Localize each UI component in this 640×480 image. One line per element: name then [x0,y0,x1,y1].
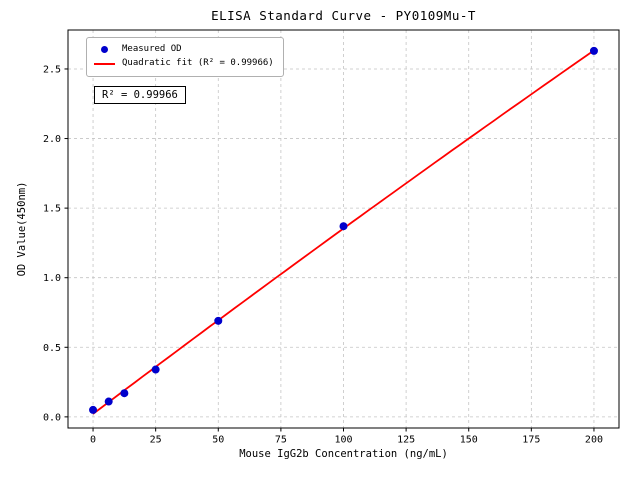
x-tick-label: 0 [90,435,96,446]
x-tick-label: 50 [212,435,224,446]
data-point [151,365,160,374]
y-tick-label: 0.5 [43,343,61,354]
y-tick-label: 0.0 [43,412,61,423]
data-point [89,405,98,414]
x-tick-label: 100 [334,435,352,446]
y-tick-label: 1.0 [43,273,61,284]
y-axis-label: OD Value(450nm) [16,181,28,277]
x-tick-label: 25 [150,435,162,446]
x-tick-label: 200 [585,435,603,446]
scatter-marker-icon [101,46,108,54]
x-axis-label: Mouse IgG2b Concentration (ng/mL) [239,448,448,460]
r-squared-annotation: R² = 0.99966 [94,86,186,104]
fit-line-marker-icon [94,62,115,65]
legend-label-quadratic-fit: Quadratic fit (R² = 0.99966) [122,57,274,68]
x-tick-label: 150 [460,435,478,446]
plot-border [67,29,620,429]
data-point [214,316,223,325]
legend-item-measured-od: Measured OD [94,43,274,57]
x-tick-label: 125 [397,435,415,446]
legend-item-quadratic-fit: Quadratic fit (R² = 0.99966) [94,57,274,71]
chart-title: ELISA Standard Curve - PY0109Mu-T [211,8,476,23]
legend: Measured OD Quadratic fit (R² = 0.99966) [86,37,284,77]
x-tick-label: 75 [275,435,287,446]
data-point [104,397,113,406]
y-tick-label: 2.0 [43,134,61,145]
x-tick-label: 175 [522,435,540,446]
y-tick-label: 1.5 [43,204,61,215]
data-point [589,46,598,55]
data-point [120,389,129,398]
legend-label-measured-od: Measured OD [122,44,182,54]
data-point [339,222,348,231]
y-tick-label: 2.5 [43,64,61,75]
